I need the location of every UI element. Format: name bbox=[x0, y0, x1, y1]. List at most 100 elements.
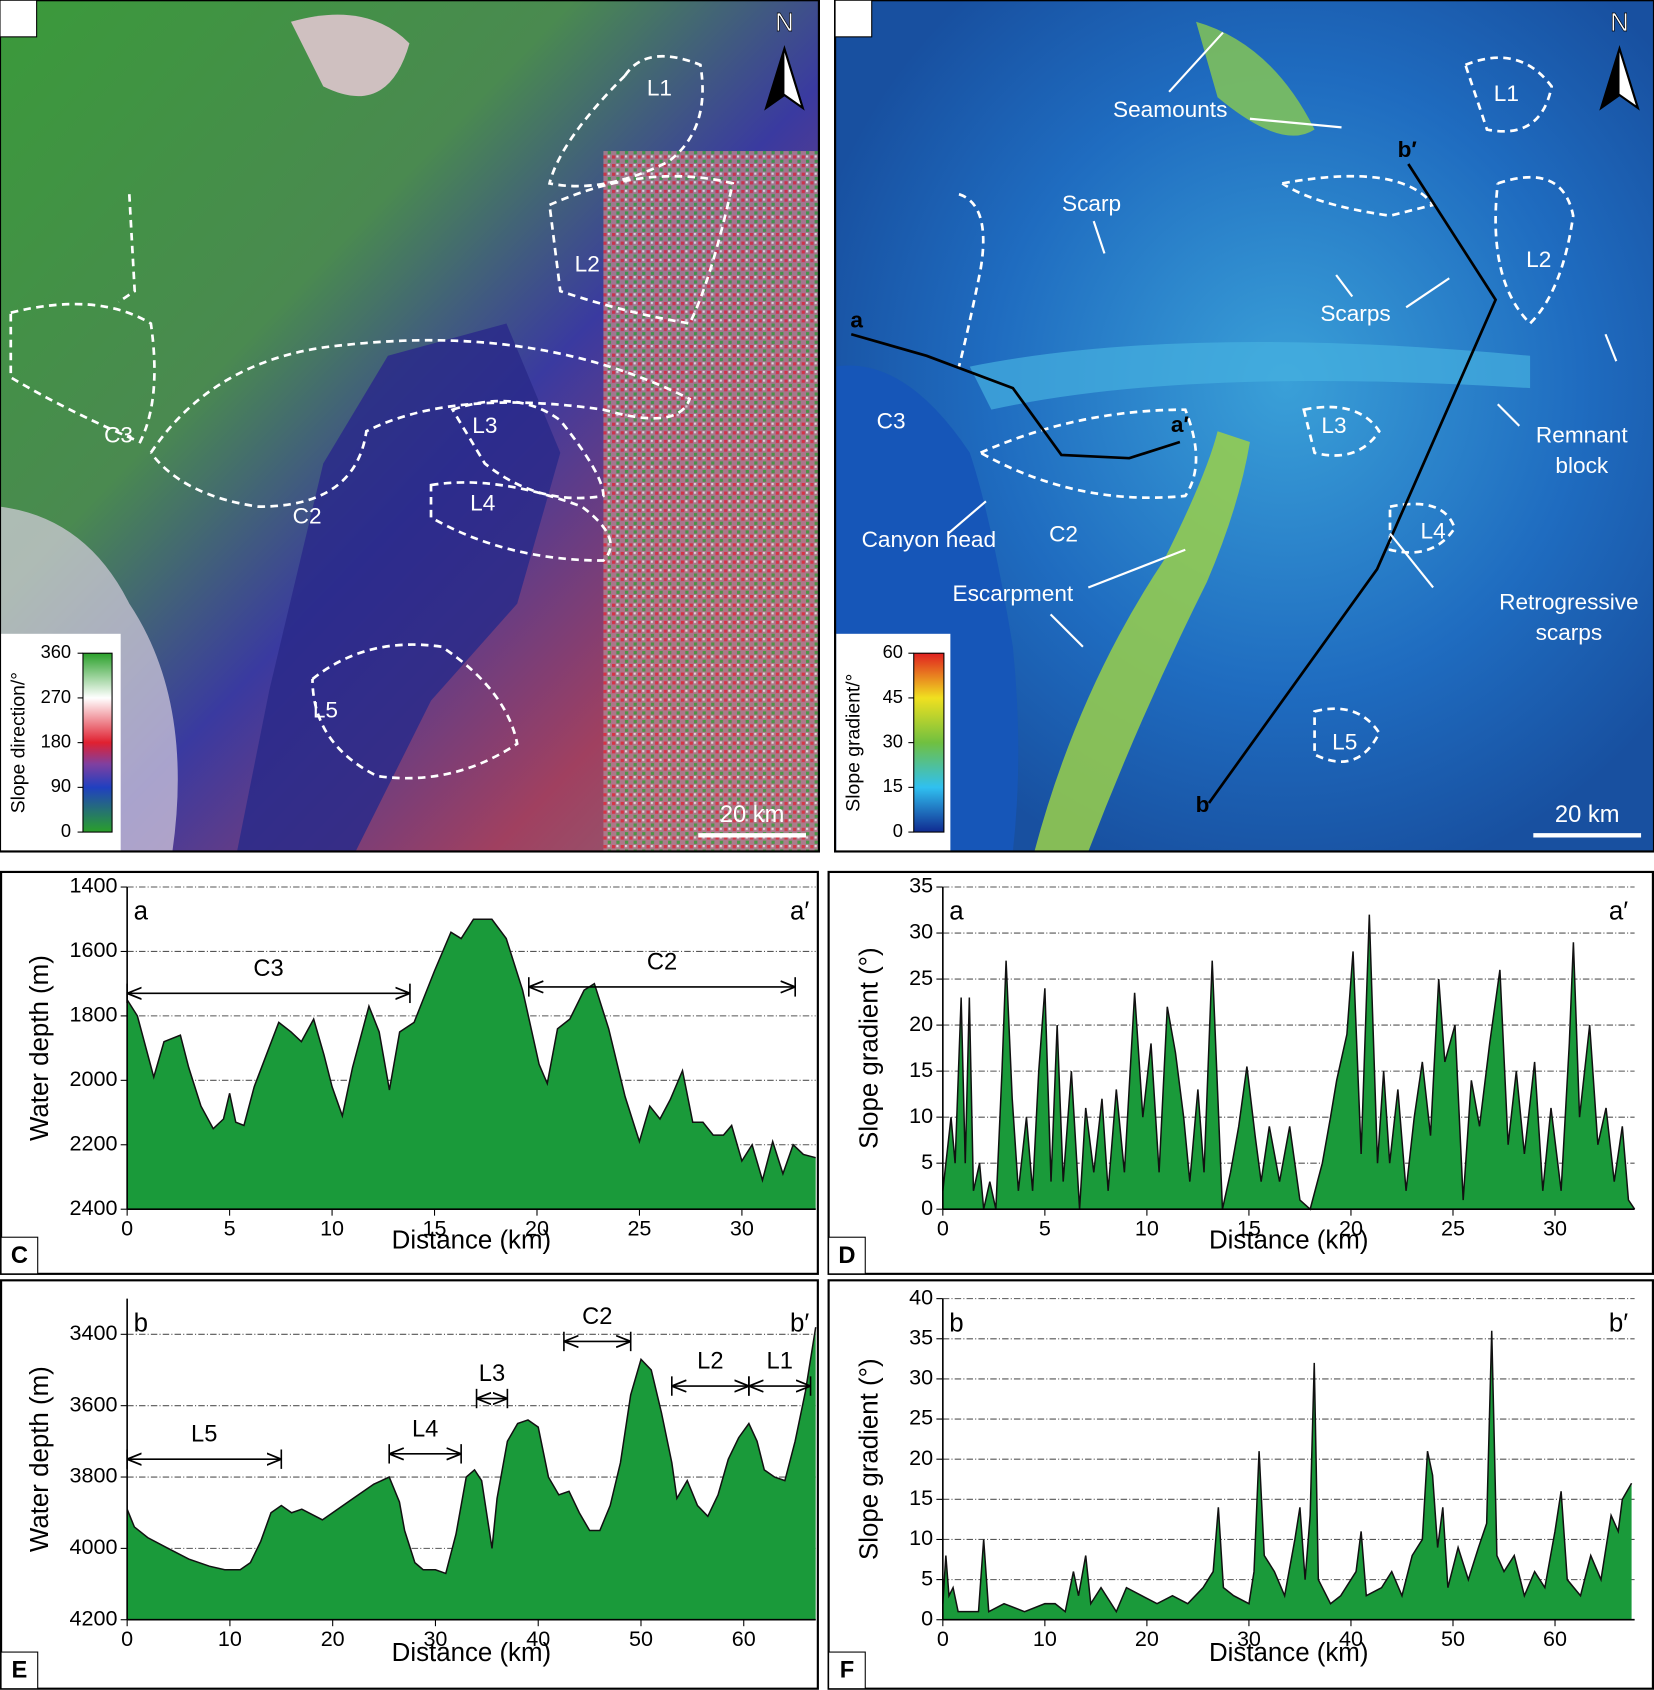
scale-bar-label: 20 km bbox=[720, 802, 785, 828]
x-tick-label: 20 bbox=[321, 1626, 345, 1651]
y-tick-label: 15 bbox=[909, 1057, 933, 1082]
x-tick-label: 10 bbox=[1135, 1215, 1159, 1240]
colorbar-tick-label: 360 bbox=[41, 641, 72, 662]
map-label: C3 bbox=[877, 409, 906, 434]
y-tick-label: 3600 bbox=[70, 1391, 118, 1416]
area-fill bbox=[942, 1330, 1632, 1620]
north-label: N bbox=[1610, 9, 1629, 37]
panel-letter-box bbox=[0, 0, 38, 38]
colorbar-tick-label: 90 bbox=[51, 775, 71, 796]
panel-letter-box bbox=[828, 1236, 866, 1275]
chart-panel: 0 5 10 15 20 25 30 35 40 0 10 20 30 40 50 60 Distance (k… bbox=[827, 1279, 1654, 1690]
map-label: L4 bbox=[470, 490, 495, 515]
profile-line bbox=[942, 1330, 1633, 1614]
north-arrow-half bbox=[766, 48, 785, 108]
y-tick-label: 20 bbox=[909, 1011, 933, 1036]
range-label: C2 bbox=[582, 1304, 612, 1330]
y-tick-label: 5 bbox=[921, 1565, 933, 1590]
y-tick-label: 25 bbox=[909, 965, 933, 990]
map-label: Retrogressive bbox=[1499, 590, 1638, 615]
profile-start-label: b bbox=[134, 1309, 148, 1337]
x-tick-label: 50 bbox=[629, 1626, 653, 1651]
panel-letter-box bbox=[834, 0, 873, 38]
x-tick-label: 5 bbox=[1039, 1215, 1051, 1240]
x-tick-label: 0 bbox=[937, 1626, 949, 1651]
map-label: L3 bbox=[472, 413, 497, 438]
map-label: L5 bbox=[1332, 730, 1357, 755]
colorbar bbox=[82, 652, 113, 833]
colorbar-tick-label: 270 bbox=[41, 686, 72, 707]
x-tick-label: 60 bbox=[732, 1626, 756, 1651]
colorbar-tick-label: 0 bbox=[893, 820, 903, 841]
colorbar-tick-label: 15 bbox=[883, 775, 903, 796]
map-label: L5 bbox=[313, 697, 338, 722]
area-fill bbox=[942, 914, 1635, 1210]
y-tick-label: 4000 bbox=[70, 1534, 118, 1559]
map-label: Canyon head bbox=[862, 527, 997, 552]
y-tick-label: 30 bbox=[909, 919, 933, 944]
map-label: L3 bbox=[1321, 413, 1346, 438]
y-tick-label: 10 bbox=[909, 1525, 933, 1550]
map-label: C3 bbox=[104, 423, 133, 448]
range-label: L2 bbox=[697, 1349, 723, 1375]
x-tick-label: 40 bbox=[526, 1626, 550, 1651]
profile-end-label: a′ bbox=[1609, 898, 1628, 926]
map-relief bbox=[969, 341, 1531, 410]
map-label: a bbox=[850, 307, 863, 332]
range-label: C3 bbox=[253, 956, 283, 982]
x-tick-label: 25 bbox=[627, 1215, 651, 1240]
y-axis-label: Water depth (m) bbox=[26, 955, 54, 1141]
map-label: Scarp bbox=[1062, 191, 1121, 216]
x-tick-label: 30 bbox=[423, 1626, 447, 1651]
profile-start-label: a bbox=[134, 898, 149, 926]
map-label: Remnant bbox=[1536, 423, 1628, 448]
range-label: L1 bbox=[767, 1349, 793, 1375]
x-tick-label: 50 bbox=[1441, 1626, 1465, 1651]
map-label: scarps bbox=[1536, 620, 1603, 645]
y-tick-label: 1600 bbox=[70, 937, 118, 962]
x-tick-label: 60 bbox=[1543, 1626, 1567, 1651]
x-tick-label: 20 bbox=[1339, 1215, 1363, 1240]
panel-letter: D bbox=[838, 1243, 855, 1269]
profile-end-label: b′ bbox=[1609, 1309, 1628, 1337]
profile-line bbox=[126, 1327, 817, 1575]
x-tick-label: 20 bbox=[1135, 1626, 1159, 1651]
y-tick-label: 2400 bbox=[70, 1195, 118, 1220]
y-tick-label: 35 bbox=[909, 1324, 933, 1349]
y-axis-label: Slope gradient (°) bbox=[855, 1358, 883, 1560]
profile-start-label: a bbox=[949, 898, 964, 926]
x-tick-label: 40 bbox=[1339, 1626, 1363, 1651]
x-tick-label: 25 bbox=[1441, 1215, 1465, 1240]
x-axis-label: Distance (km) bbox=[392, 1639, 552, 1667]
colorbar bbox=[913, 652, 945, 833]
panel-letter: E bbox=[11, 1658, 27, 1684]
map-relief bbox=[290, 14, 410, 97]
map-relief bbox=[1034, 431, 1250, 852]
x-tick-label: 10 bbox=[320, 1215, 344, 1240]
profile-end-label: b′ bbox=[790, 1309, 809, 1337]
map-label: Scarps bbox=[1320, 301, 1390, 326]
profile-line bbox=[126, 918, 816, 1184]
map-label: Seamounts bbox=[1113, 97, 1227, 122]
x-axis-label: Distance (km) bbox=[1209, 1639, 1369, 1667]
map-label: L4 bbox=[1421, 518, 1446, 543]
x-tick-label: 10 bbox=[218, 1626, 242, 1651]
range-label: L5 bbox=[191, 1422, 217, 1448]
colorbar-tick-label: 0 bbox=[61, 820, 71, 841]
x-tick-label: 10 bbox=[1033, 1626, 1057, 1651]
y-tick-label: 10 bbox=[909, 1103, 933, 1128]
map-label: a′ bbox=[1171, 412, 1190, 437]
x-tick-label: 0 bbox=[937, 1215, 949, 1240]
y-tick-label: 2200 bbox=[70, 1130, 118, 1155]
area-fill bbox=[127, 919, 816, 1210]
map-label: L1 bbox=[1494, 81, 1519, 106]
x-tick-label: 15 bbox=[1237, 1215, 1261, 1240]
map-outline bbox=[9, 54, 735, 780]
map-label: C2 bbox=[1049, 522, 1078, 547]
x-axis-label: Distance (km) bbox=[392, 1226, 552, 1254]
profile-line bbox=[1207, 163, 1498, 804]
y-tick-label: 3800 bbox=[70, 1463, 118, 1488]
